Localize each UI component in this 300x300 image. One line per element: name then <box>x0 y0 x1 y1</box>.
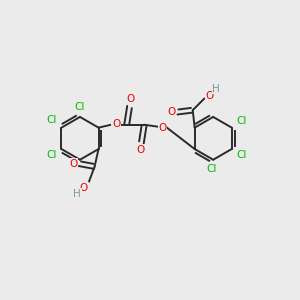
Text: H: H <box>73 189 81 199</box>
Text: Cl: Cl <box>236 150 247 160</box>
Text: O: O <box>80 183 88 193</box>
Text: Cl: Cl <box>46 150 57 160</box>
Text: O: O <box>159 123 167 133</box>
Text: Cl: Cl <box>75 102 85 112</box>
Text: O: O <box>136 145 145 155</box>
Text: H: H <box>212 84 220 94</box>
Text: O: O <box>127 94 135 104</box>
Text: O: O <box>205 91 213 100</box>
Text: O: O <box>69 159 77 169</box>
Text: Cl: Cl <box>236 116 247 126</box>
Text: Cl: Cl <box>46 115 57 125</box>
Text: Cl: Cl <box>206 164 216 174</box>
Text: O: O <box>167 107 176 117</box>
Text: O: O <box>112 119 120 129</box>
